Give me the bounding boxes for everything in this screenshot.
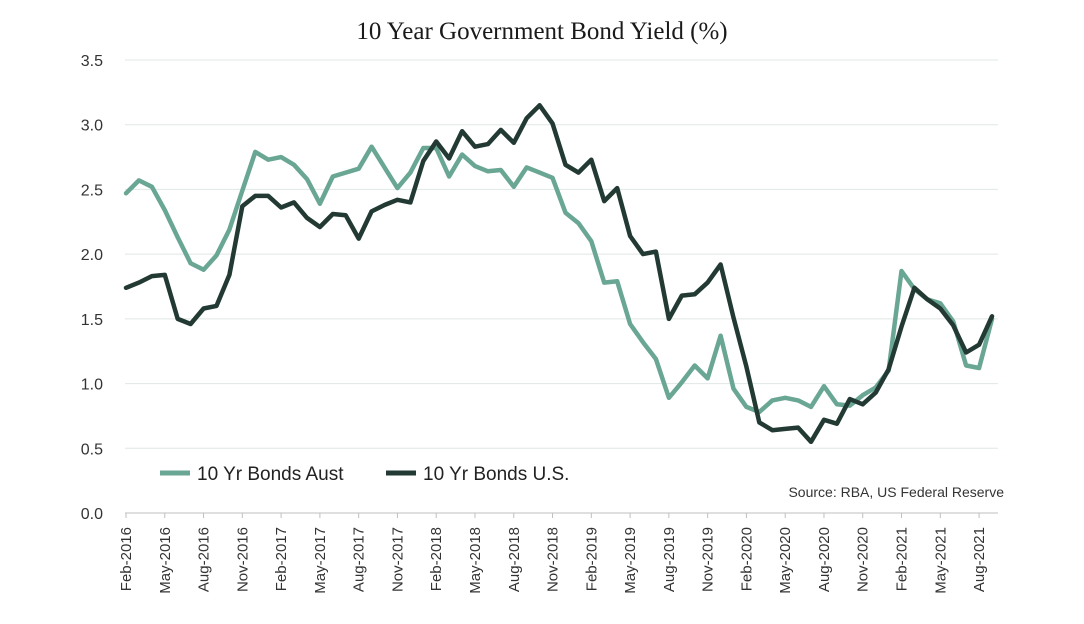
x-tick-label: Feb-2021 <box>894 527 911 591</box>
legend: 10 Yr Bonds Aust 10 Yr Bonds U.S. <box>160 464 569 485</box>
gridlines <box>125 59 998 514</box>
y-tick-label: 1.5 <box>81 312 103 329</box>
x-tick-label: Feb-2019 <box>583 527 600 591</box>
x-axis-tick-labels: Feb-2016 May-2016 Aug-2016 Nov-2016 Feb-2017… <box>118 513 988 594</box>
x-tick-label: Feb-2020 <box>738 527 755 591</box>
legend-label-aust: 10 Yr Bonds Aust <box>197 464 344 485</box>
series-line-us <box>123 103 995 445</box>
x-tick-label: Aug-2016 <box>196 527 213 592</box>
x-tick-label: May-2020 <box>777 527 794 594</box>
x-tick-label: May-2018 <box>467 527 484 594</box>
y-tick-label: 1.0 <box>81 377 103 394</box>
x-tick-label: Aug-2018 <box>506 527 523 592</box>
x-tick-label: Nov-2020 <box>855 527 872 592</box>
x-tick-label: Feb-2018 <box>428 527 445 591</box>
series-lines <box>123 103 995 445</box>
x-tick-label: Nov-2018 <box>545 527 562 592</box>
x-tick-label: May-2019 <box>622 527 639 594</box>
x-tick-label: Nov-2016 <box>234 527 251 592</box>
chart-title: 10 Year Government Bond Yield (%) <box>356 18 728 45</box>
x-tick-label: May-2017 <box>312 527 329 594</box>
y-axis-tick-labels: 0.0 0.5 1.0 1.5 2.0 2.5 3.0 3.5 <box>81 53 103 523</box>
y-tick-label: 0.0 <box>81 506 103 523</box>
x-tick-label: Aug-2021 <box>971 527 988 592</box>
y-tick-label: 3.5 <box>81 53 103 70</box>
x-tick-label: May-2016 <box>157 527 174 594</box>
x-tick-label: Nov-2019 <box>700 527 717 592</box>
series-line-aust <box>123 144 995 415</box>
x-tick-label: Feb-2016 <box>118 527 135 591</box>
x-tick-label: Nov-2017 <box>389 527 406 592</box>
x-tick-label: May-2021 <box>932 527 949 594</box>
legend-label-us: 10 Yr Bonds U.S. <box>423 464 569 485</box>
y-tick-label: 0.5 <box>81 441 103 458</box>
x-tick-label: Aug-2017 <box>351 527 368 592</box>
x-tick-label: Aug-2019 <box>661 527 678 592</box>
x-tick-label: Aug-2020 <box>816 527 833 592</box>
y-tick-label: 2.0 <box>81 247 103 264</box>
source-note: Source: RBA, US Federal Reserve <box>788 484 1004 500</box>
x-tick-label: Feb-2017 <box>273 527 290 591</box>
y-tick-label: 2.5 <box>81 182 103 199</box>
y-tick-label: 3.0 <box>81 118 103 135</box>
